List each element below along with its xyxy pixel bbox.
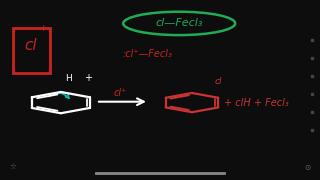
Text: ☆: ☆	[9, 163, 16, 172]
Text: + clH + Fecl₃: + clH + Fecl₃	[224, 98, 289, 108]
Text: cl: cl	[24, 37, 37, 53]
Text: cl—Fecl₃: cl—Fecl₃	[156, 18, 203, 28]
Text: cl⁺: cl⁺	[113, 88, 127, 98]
FancyArrowPatch shape	[49, 93, 69, 98]
Text: +: +	[84, 73, 92, 83]
Text: cl: cl	[214, 77, 222, 86]
Text: ⊙: ⊙	[304, 163, 310, 172]
Text: +: +	[39, 24, 47, 33]
Text: :cl⁺—Fecl₃: :cl⁺—Fecl₃	[122, 49, 172, 59]
Text: H: H	[65, 74, 72, 83]
